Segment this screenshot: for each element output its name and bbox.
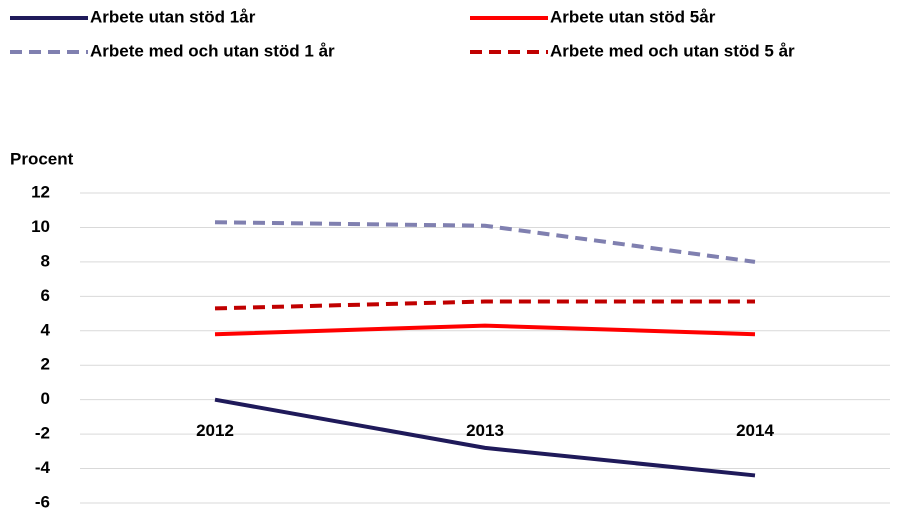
y-tick-label: 6 — [41, 286, 50, 305]
legend-label: Arbete utan stöd 1år — [90, 7, 256, 26]
y-tick-label: 0 — [41, 389, 50, 408]
y-tick-label: -4 — [35, 458, 51, 477]
legend-label: Arbete med och utan stöd 1 år — [90, 41, 335, 60]
legend-label: Arbete med och utan stöd 5 år — [550, 41, 795, 60]
x-tick-label: 2012 — [196, 421, 234, 440]
series-line — [214, 220, 756, 264]
y-tick-label: -6 — [35, 492, 50, 510]
y-tick-label: 8 — [41, 251, 50, 270]
y-tick-label: 2 — [41, 355, 50, 374]
y-tick-label: 12 — [31, 182, 50, 201]
series-line — [214, 323, 756, 337]
legend-label: Arbete utan stöd 5år — [550, 7, 716, 26]
y-tick-label: 10 — [31, 217, 50, 236]
y-tick-label: -2 — [35, 424, 50, 443]
series-line — [214, 299, 755, 311]
x-tick-label: 2013 — [466, 421, 504, 440]
y-axis-label: Procent — [10, 149, 74, 168]
series-line — [214, 397, 756, 478]
y-tick-label: 4 — [41, 320, 51, 339]
x-tick-label: 2014 — [736, 421, 774, 440]
